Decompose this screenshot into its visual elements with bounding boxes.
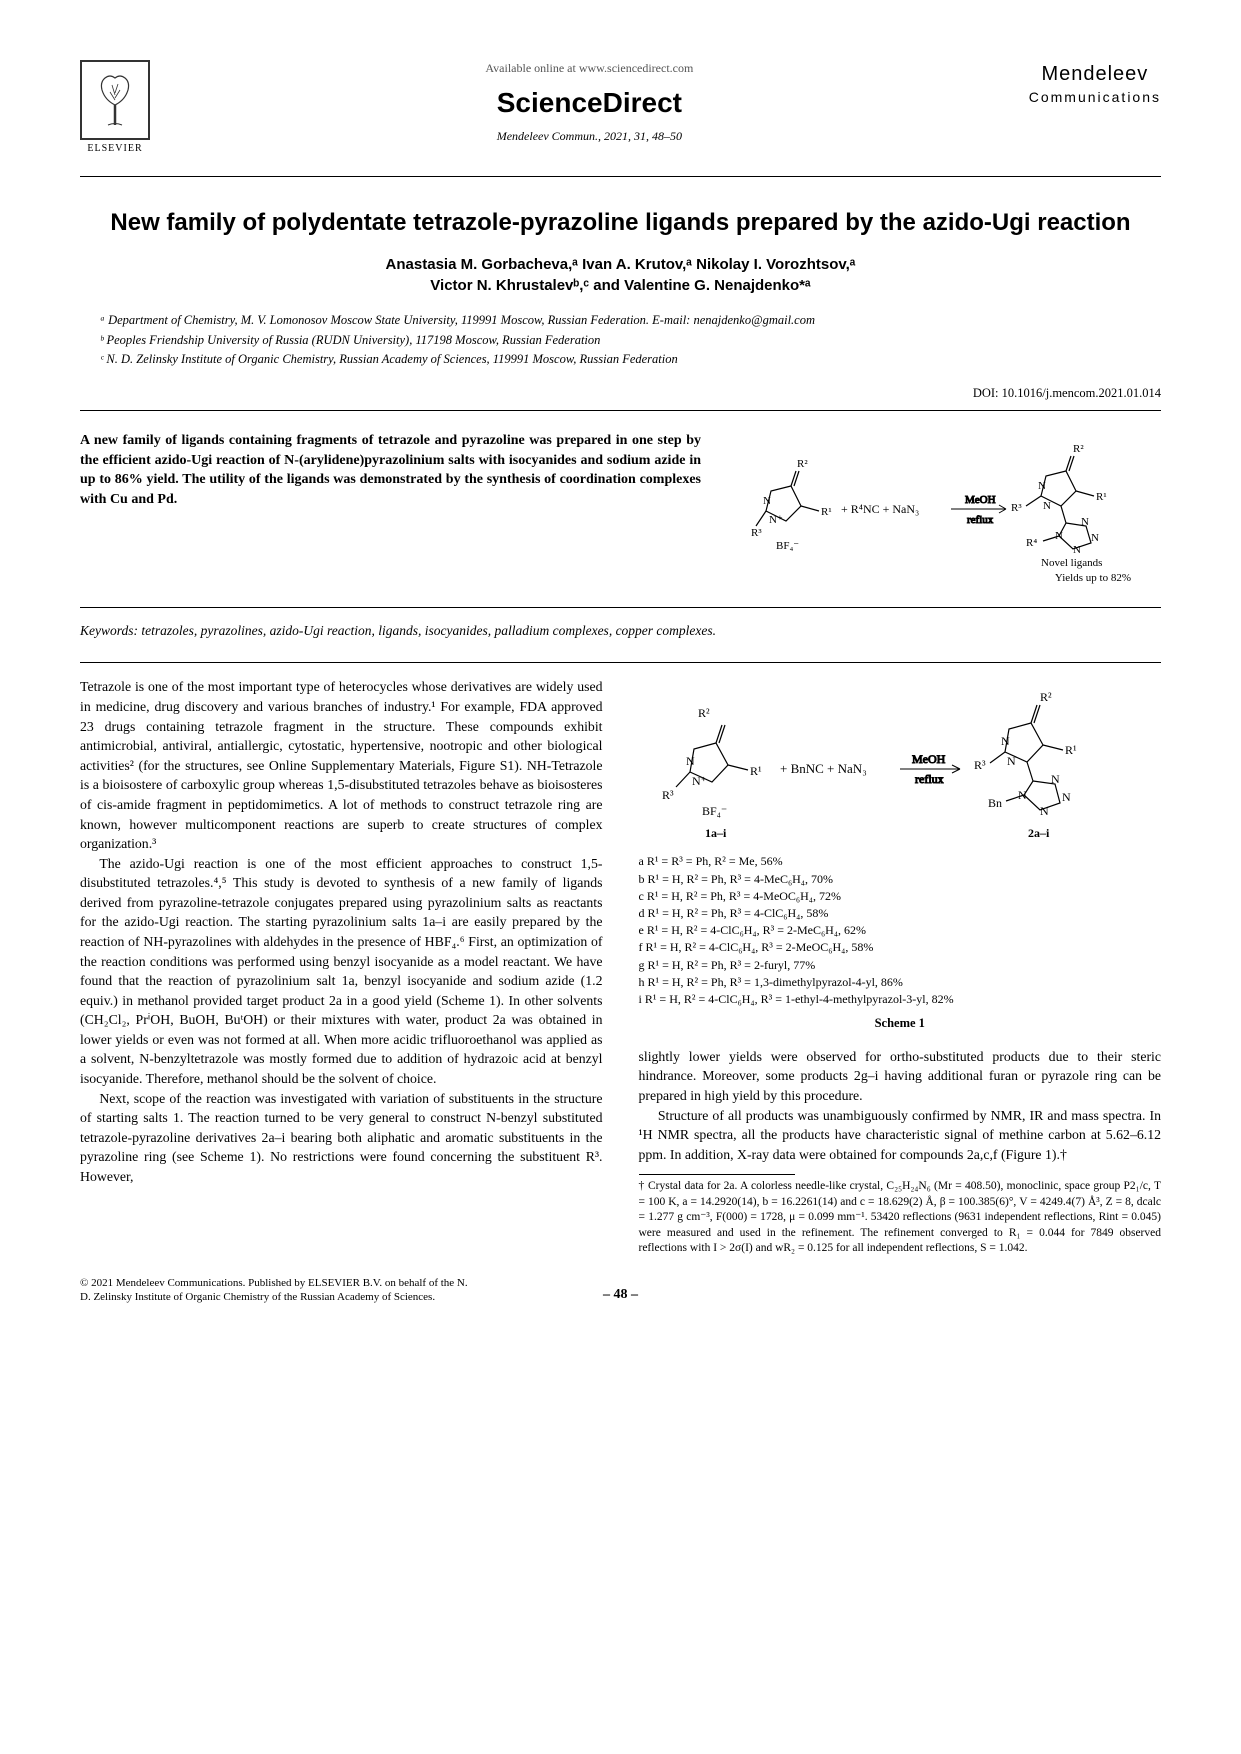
svg-text:N: N xyxy=(1007,754,1016,768)
svg-text:R³: R³ xyxy=(662,788,674,802)
svg-text:N: N xyxy=(1051,772,1060,786)
svg-text:N: N xyxy=(1038,480,1046,492)
svg-text:reflux: reflux xyxy=(967,514,994,526)
svg-text:N: N xyxy=(1001,734,1010,748)
affiliations: ᵃ Department of Chemistry, M. V. Lomonos… xyxy=(80,312,1161,369)
elsevier-logo xyxy=(80,60,150,140)
para-3: Next, scope of the reaction was investig… xyxy=(80,1089,603,1187)
sub-i: i R¹ = H, R² = 4-ClC₆H₄, R³ = 1-ethyl-4-… xyxy=(639,991,1162,1007)
abstract-yield: Yields up to 82% xyxy=(741,571,1161,586)
sub-g: g R¹ = H, R² = Ph, R³ = 2-furyl, 77% xyxy=(639,957,1162,973)
scheme-1-svg: N N⁺ R² R¹ R³ BF₄⁻ 1a–i + BnNC + NaN₃ Me… xyxy=(650,687,1150,847)
svg-text:R¹: R¹ xyxy=(821,506,832,518)
journal-brand: Mendeleev Communications xyxy=(1029,60,1161,108)
tree-icon xyxy=(90,70,140,130)
journal-citation: Mendeleev Commun., 2021, 31, 48–50 xyxy=(170,128,1009,145)
svg-text:R³: R³ xyxy=(974,758,986,772)
right-column: N N⁺ R² R¹ R³ BF₄⁻ 1a–i + BnNC + NaN₃ Me… xyxy=(639,677,1162,1256)
article-title: New family of polydentate tetrazole-pyra… xyxy=(80,207,1161,238)
journal-sub: Communications xyxy=(1029,88,1161,108)
svg-text:BF₄⁻: BF₄⁻ xyxy=(776,540,799,552)
affil-b: ᵇ Peoples Friendship University of Russi… xyxy=(100,332,1161,350)
sub-h: h R¹ = H, R² = Ph, R³ = 1,3-dimethylpyra… xyxy=(639,974,1162,990)
sub-d: d R¹ = H, R² = Ph, R³ = 4-ClC₆H₄, 58% xyxy=(639,905,1162,921)
body-columns: Tetrazole is one of the most important t… xyxy=(80,677,1161,1256)
sub-c: c R¹ = H, R² = Ph, R³ = 4-MeOC₆H₄, 72% xyxy=(639,888,1162,904)
svg-text:N: N xyxy=(1081,516,1089,528)
svg-text:N: N xyxy=(763,495,771,507)
svg-text:+ BnNC + NaN₃: + BnNC + NaN₃ xyxy=(780,761,867,776)
rule-below-abstract xyxy=(80,607,1161,608)
authors-line-1: Anastasia M. Gorbacheva,ᵃ Ivan A. Krutov… xyxy=(80,254,1161,275)
svg-text:2a–i: 2a–i xyxy=(1028,826,1050,840)
para-r1: slightly lower yields were observed for … xyxy=(639,1047,1162,1106)
svg-text:N⁺: N⁺ xyxy=(769,514,783,526)
publisher-name: ELSEVIER xyxy=(80,142,150,156)
svg-text:MeOH: MeOH xyxy=(965,494,996,506)
affil-c: ᶜ N. D. Zelinsky Institute of Organic Ch… xyxy=(100,351,1161,369)
svg-text:MeOH: MeOH xyxy=(912,752,946,766)
svg-text:R³: R³ xyxy=(1011,502,1022,514)
page-header: ELSEVIER Available online at www.science… xyxy=(80,60,1161,156)
sub-e: e R¹ = H, R² = 4-ClC₆H₄, R³ = 2-MeC₆H₄, … xyxy=(639,922,1162,938)
svg-text:N: N xyxy=(1091,532,1099,544)
available-online: Available online at www.sciencedirect.co… xyxy=(170,60,1009,77)
para-r2: Structure of all products was unambiguou… xyxy=(639,1106,1162,1165)
svg-text:Novel ligands: Novel ligands xyxy=(1041,557,1102,569)
sub-a: a R¹ = R³ = Ph, R² = Me, 56% xyxy=(639,853,1162,869)
svg-text:R³: R³ xyxy=(751,527,762,539)
journal-name: Mendeleev xyxy=(1029,60,1161,88)
abstract-reagents: + R⁴NC + NaN₃ xyxy=(841,502,919,516)
substituent-list: a R¹ = R³ = Ph, R² = Me, 56% b R¹ = H, R… xyxy=(639,853,1162,1007)
graphical-abstract: A new family of ligands containing fragm… xyxy=(80,431,1161,586)
svg-text:BF₄⁻: BF₄⁻ xyxy=(702,804,727,818)
svg-text:N: N xyxy=(1062,790,1071,804)
platform-name: ScienceDirect xyxy=(170,83,1009,122)
para-2: The azido-Ugi reaction is one of the mos… xyxy=(80,854,603,1089)
header-rule xyxy=(80,176,1161,177)
svg-text:R¹: R¹ xyxy=(750,764,762,778)
publisher-block: ELSEVIER xyxy=(80,60,150,156)
footnote-rule xyxy=(639,1174,796,1175)
keywords: Keywords: tetrazoles, pyrazolines, azido… xyxy=(80,622,1161,641)
sub-b: b R¹ = H, R² = Ph, R³ = 4-MeC₆H₄, 70% xyxy=(639,871,1162,887)
affil-a: ᵃ Department of Chemistry, M. V. Lomonos… xyxy=(100,312,1161,330)
scheme-1: N N⁺ R² R¹ R³ BF₄⁻ 1a–i + BnNC + NaN₃ Me… xyxy=(639,687,1162,1032)
doi: DOI: 10.1016/j.mencom.2021.01.014 xyxy=(80,385,1161,403)
svg-text:R²: R² xyxy=(1040,690,1052,704)
scheme-1-caption: Scheme 1 xyxy=(639,1015,1162,1033)
svg-text:N: N xyxy=(1073,544,1081,556)
rule-below-keywords xyxy=(80,662,1161,663)
svg-text:R²: R² xyxy=(797,458,808,470)
svg-text:reflux: reflux xyxy=(915,772,944,786)
svg-text:N: N xyxy=(1043,500,1051,512)
para-1: Tetrazole is one of the most important t… xyxy=(80,677,603,853)
page-number: – 48 – xyxy=(603,1285,638,1305)
svg-text:R⁴: R⁴ xyxy=(1026,537,1037,549)
svg-text:R²: R² xyxy=(698,706,710,720)
copyright: © 2021 Mendeleev Communications. Publish… xyxy=(80,1277,480,1305)
svg-text:N: N xyxy=(686,754,695,768)
page-footer: © 2021 Mendeleev Communications. Publish… xyxy=(80,1277,1161,1305)
svg-text:R¹: R¹ xyxy=(1065,743,1077,757)
abstract-text: A new family of ligands containing fragm… xyxy=(80,431,701,509)
abstract-reaction-svg: N N⁺ R² R¹ R³ BF₄⁻ + R⁴NC + NaN₃ MeOH re… xyxy=(741,431,1161,571)
svg-text:1a–i: 1a–i xyxy=(705,826,727,840)
sub-f: f R¹ = H, R² = 4-ClC₆H₄, R³ = 2-MeOC₆H₄,… xyxy=(639,939,1162,955)
crystal-footnote: † Crystal data for 2a. A colorless needl… xyxy=(639,1179,1162,1257)
header-center: Available online at www.sciencedirect.co… xyxy=(150,60,1029,145)
abstract-scheme: N N⁺ R² R¹ R³ BF₄⁻ + R⁴NC + NaN₃ MeOH re… xyxy=(741,431,1161,586)
authors-line-2: Victor N. Khrustalevᵇ,ᶜ and Valentine G.… xyxy=(80,275,1161,296)
svg-text:N⁺: N⁺ xyxy=(692,774,707,788)
left-column: Tetrazole is one of the most important t… xyxy=(80,677,603,1256)
rule-above-abstract xyxy=(80,410,1161,411)
svg-text:R¹: R¹ xyxy=(1096,491,1107,503)
svg-text:R²: R² xyxy=(1073,443,1084,455)
svg-text:Bn: Bn xyxy=(988,796,1002,810)
svg-text:N: N xyxy=(1040,804,1049,818)
author-list: Anastasia M. Gorbacheva,ᵃ Ivan A. Krutov… xyxy=(80,254,1161,296)
